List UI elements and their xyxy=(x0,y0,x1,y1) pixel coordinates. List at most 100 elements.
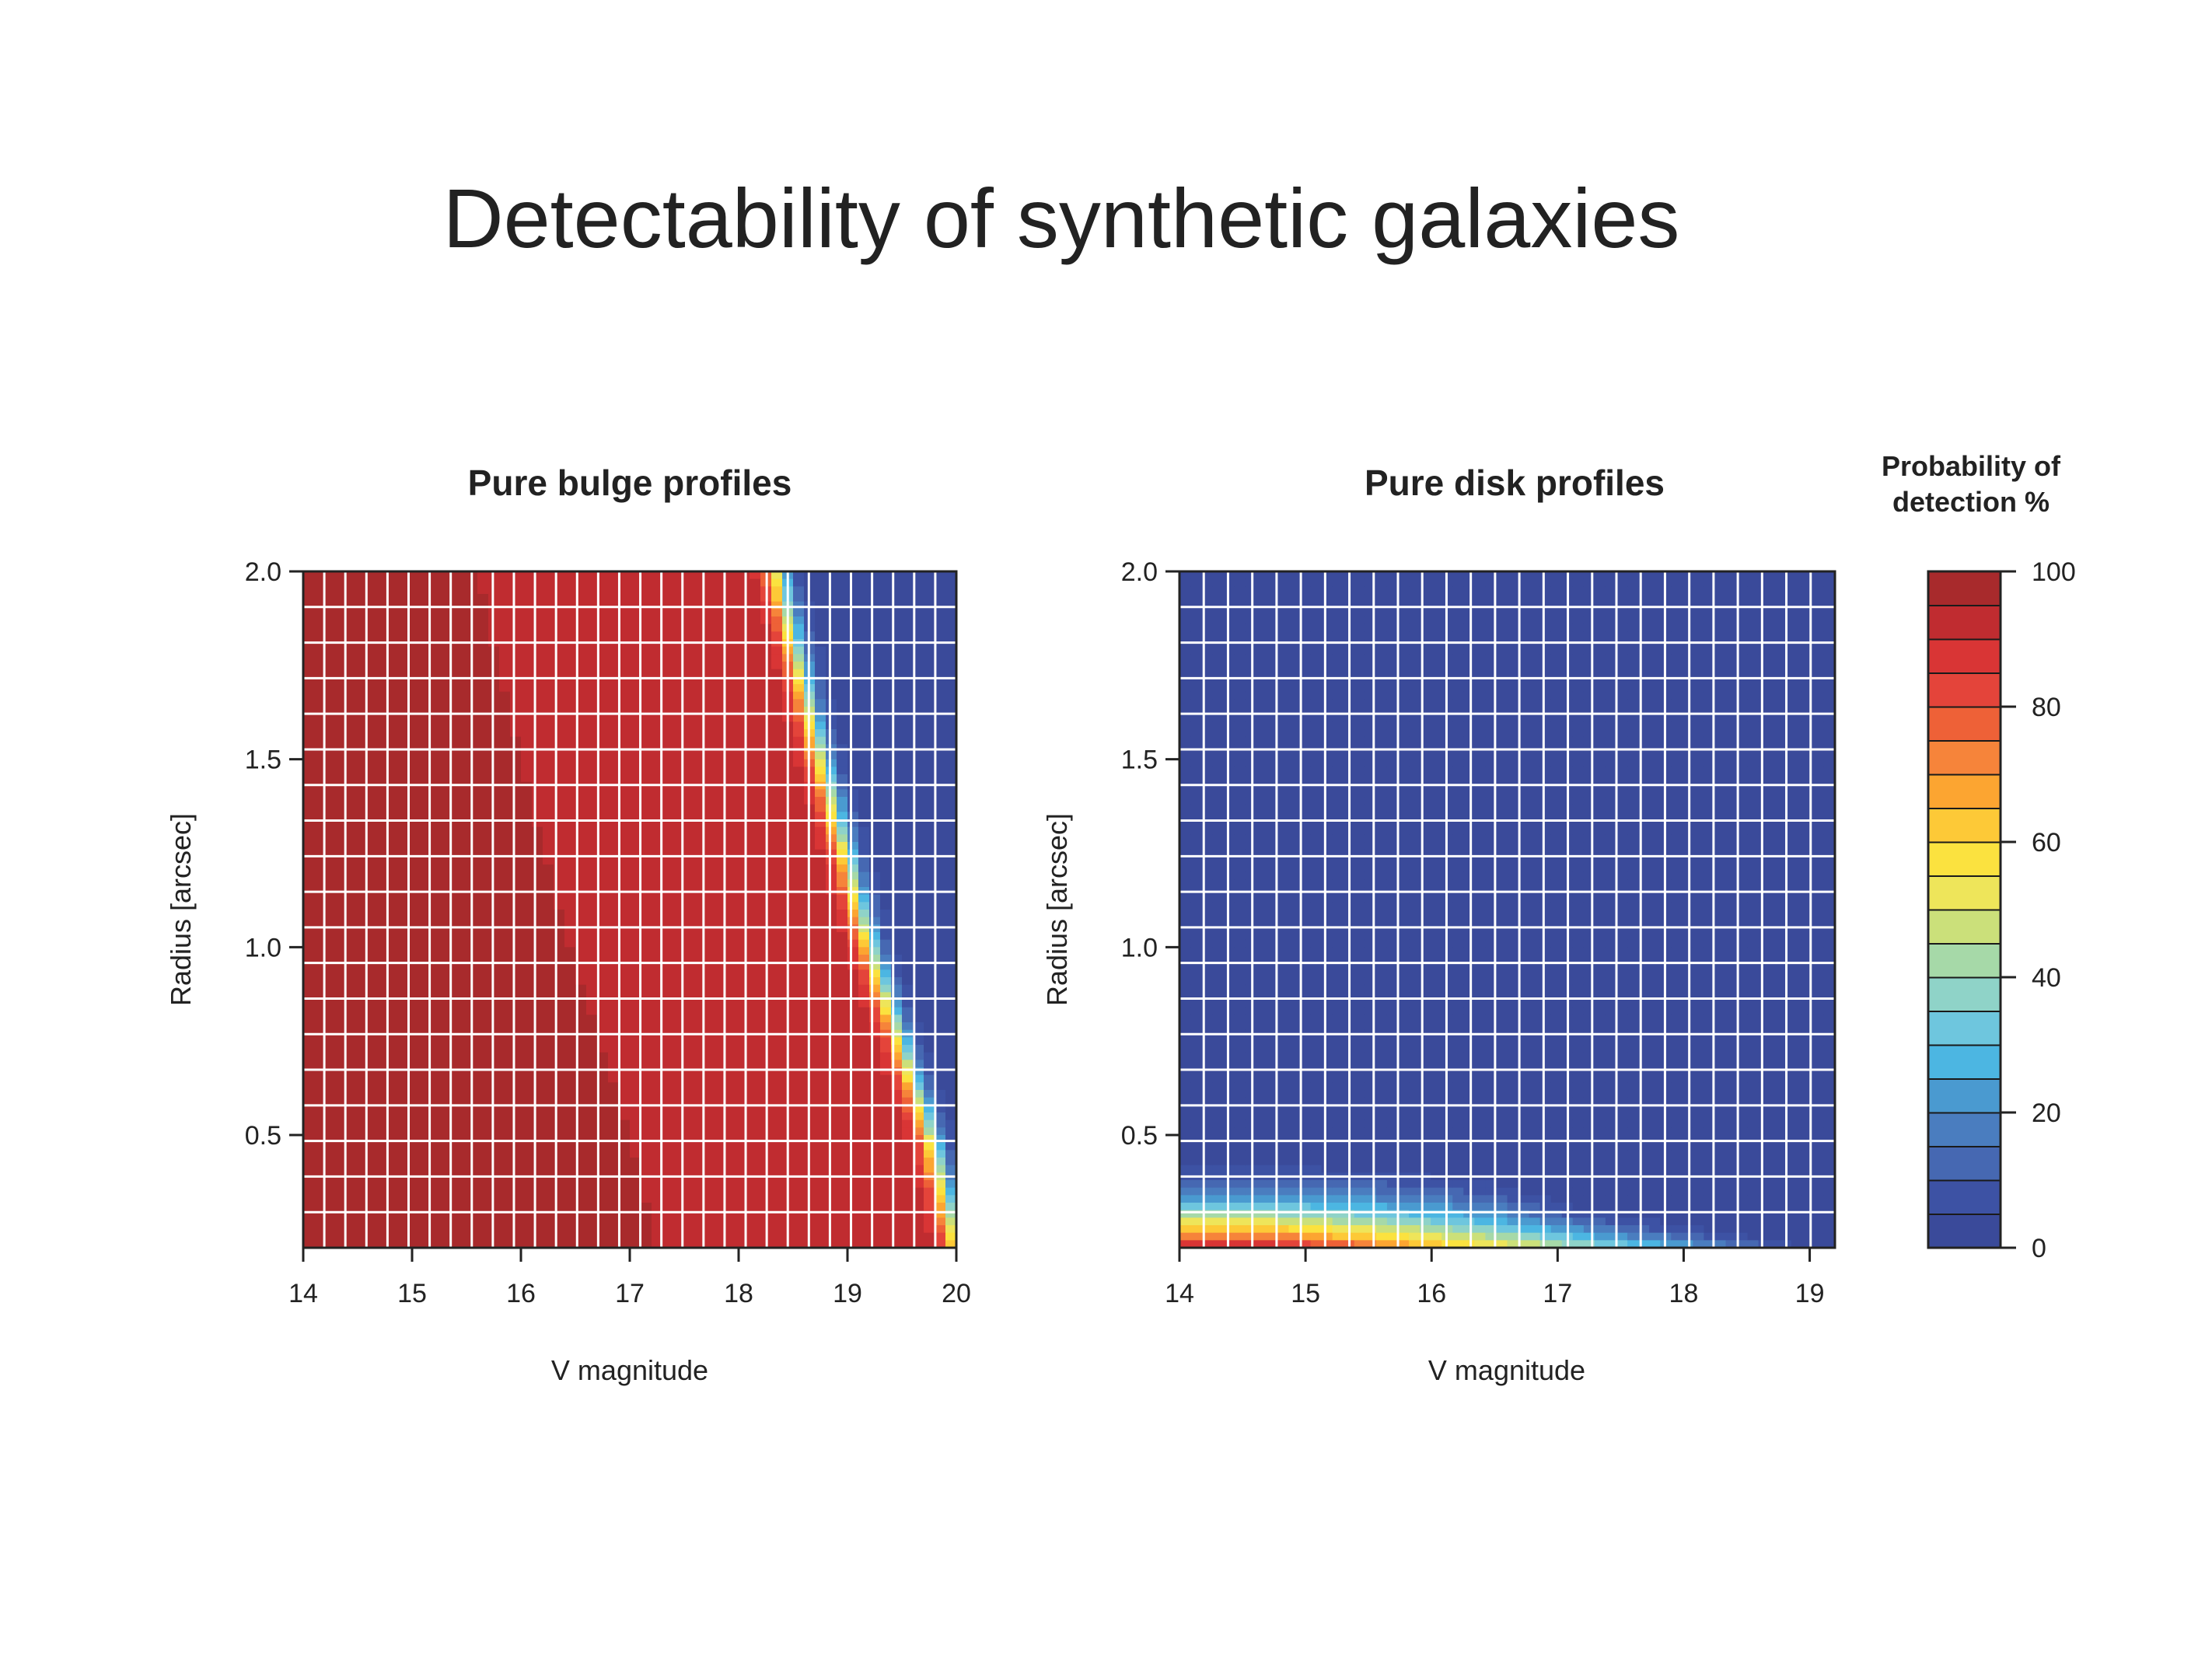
heatmap-cell xyxy=(510,969,522,978)
heatmap-cell xyxy=(869,857,881,865)
heatmap-cell xyxy=(684,992,696,1001)
heatmap-cell xyxy=(902,902,914,910)
heatmap-cell xyxy=(390,571,402,580)
heatmap-cell xyxy=(695,864,707,873)
heatmap-cell xyxy=(630,939,641,948)
heatmap-cell xyxy=(434,571,446,580)
heatmap-cell xyxy=(815,774,826,783)
heatmap-cell xyxy=(717,1119,729,1128)
heatmap-cell xyxy=(608,707,620,715)
heatmap-cell xyxy=(608,669,620,677)
heatmap-cell xyxy=(532,1240,543,1248)
heatmap-cell xyxy=(793,789,805,798)
heatmap-cell xyxy=(499,871,511,880)
heatmap-cell xyxy=(314,977,326,986)
heatmap-cell xyxy=(793,955,805,963)
heatmap-cell xyxy=(826,1000,837,1008)
heatmap-cell xyxy=(510,699,522,707)
heatmap-cell xyxy=(390,924,402,933)
heatmap-cell xyxy=(303,571,315,580)
heatmap-cell xyxy=(641,586,652,595)
heatmap-cell xyxy=(401,917,413,925)
heatmap-cell xyxy=(826,1090,837,1098)
heatmap-cell xyxy=(499,1082,511,1091)
heatmap-cell xyxy=(369,864,380,873)
heatmap-cell xyxy=(575,1180,587,1189)
heatmap-cell xyxy=(641,1037,652,1046)
heatmap-cell xyxy=(477,601,489,609)
heatmap-cell xyxy=(379,902,391,910)
heatmap-cell xyxy=(434,1022,446,1031)
heatmap-cell xyxy=(369,707,380,715)
heatmap-cell xyxy=(847,1135,859,1144)
heatmap-cell xyxy=(739,586,750,595)
heatmap-cell xyxy=(717,984,729,993)
heatmap-cell xyxy=(510,1225,522,1234)
heatmap-cell xyxy=(532,1060,543,1068)
heatmap-cell xyxy=(554,1097,565,1105)
heatmap-cell xyxy=(379,1074,391,1083)
heatmap-cell xyxy=(499,812,511,820)
heatmap-cell xyxy=(619,826,631,835)
heatmap-cell xyxy=(554,871,565,880)
heatmap-cell xyxy=(532,1074,543,1083)
heatmap-cell xyxy=(837,834,848,843)
heatmap-cell xyxy=(847,917,859,925)
heatmap-cell xyxy=(684,1112,696,1121)
heatmap-cell xyxy=(750,1225,761,1234)
heatmap-cell xyxy=(412,623,424,632)
heatmap-cell xyxy=(510,631,522,640)
heatmap-cell xyxy=(347,669,358,677)
heatmap-cell xyxy=(869,578,881,587)
heatmap-cell xyxy=(869,1165,881,1173)
heatmap-cell xyxy=(891,736,903,745)
heatmap-cell xyxy=(902,834,914,843)
heatmap-cell xyxy=(684,812,696,820)
heatmap-cell xyxy=(608,1142,620,1151)
heatmap-cell xyxy=(750,864,761,873)
heatmap-cell xyxy=(303,857,315,865)
heatmap-cell xyxy=(347,691,358,700)
heatmap-cell xyxy=(434,1203,446,1211)
heatmap-cell xyxy=(652,586,663,595)
heatmap-cell xyxy=(826,676,837,685)
heatmap-cell xyxy=(586,1105,598,1113)
heatmap-cell xyxy=(837,616,848,625)
heatmap-cell xyxy=(673,1180,685,1189)
heatmap-cell xyxy=(379,910,391,918)
heatmap-cell xyxy=(554,594,565,602)
heatmap-cell xyxy=(510,609,522,617)
heatmap-cell xyxy=(347,729,358,738)
heatmap-cell xyxy=(728,1045,739,1053)
heatmap-cell xyxy=(793,586,805,595)
heatmap-cell xyxy=(336,1105,348,1113)
heatmap-cell xyxy=(815,616,826,625)
heatmap-cell xyxy=(652,1015,663,1023)
heatmap-cell xyxy=(630,819,641,828)
heatmap-cell xyxy=(456,736,467,745)
heatmap-cell xyxy=(630,654,641,662)
heatmap-cell xyxy=(336,1112,348,1121)
heatmap-cell xyxy=(434,646,446,655)
heatmap-cell xyxy=(880,691,892,700)
heatmap-cell xyxy=(837,797,848,805)
heatmap-cell xyxy=(717,977,729,986)
heatmap-cell xyxy=(673,789,685,798)
heatmap-cell xyxy=(662,759,674,767)
heatmap-cell xyxy=(303,819,315,828)
heatmap-cell xyxy=(891,849,903,857)
heatmap-cell xyxy=(771,1060,783,1068)
heatmap-cell xyxy=(499,684,511,693)
heatmap-cell xyxy=(728,631,739,640)
heatmap-cell xyxy=(826,992,837,1001)
heatmap-cell xyxy=(358,789,369,798)
heatmap-cell xyxy=(837,977,848,986)
heatmap-cell xyxy=(401,1165,413,1173)
heatmap-cell xyxy=(652,1052,663,1060)
heatmap-cell xyxy=(706,910,718,918)
heatmap-cell xyxy=(543,767,554,775)
heatmap-cell xyxy=(314,1060,326,1068)
heatmap-cell xyxy=(586,1210,598,1218)
heatmap-cell xyxy=(456,752,467,760)
heatmap-cell xyxy=(858,1119,870,1128)
